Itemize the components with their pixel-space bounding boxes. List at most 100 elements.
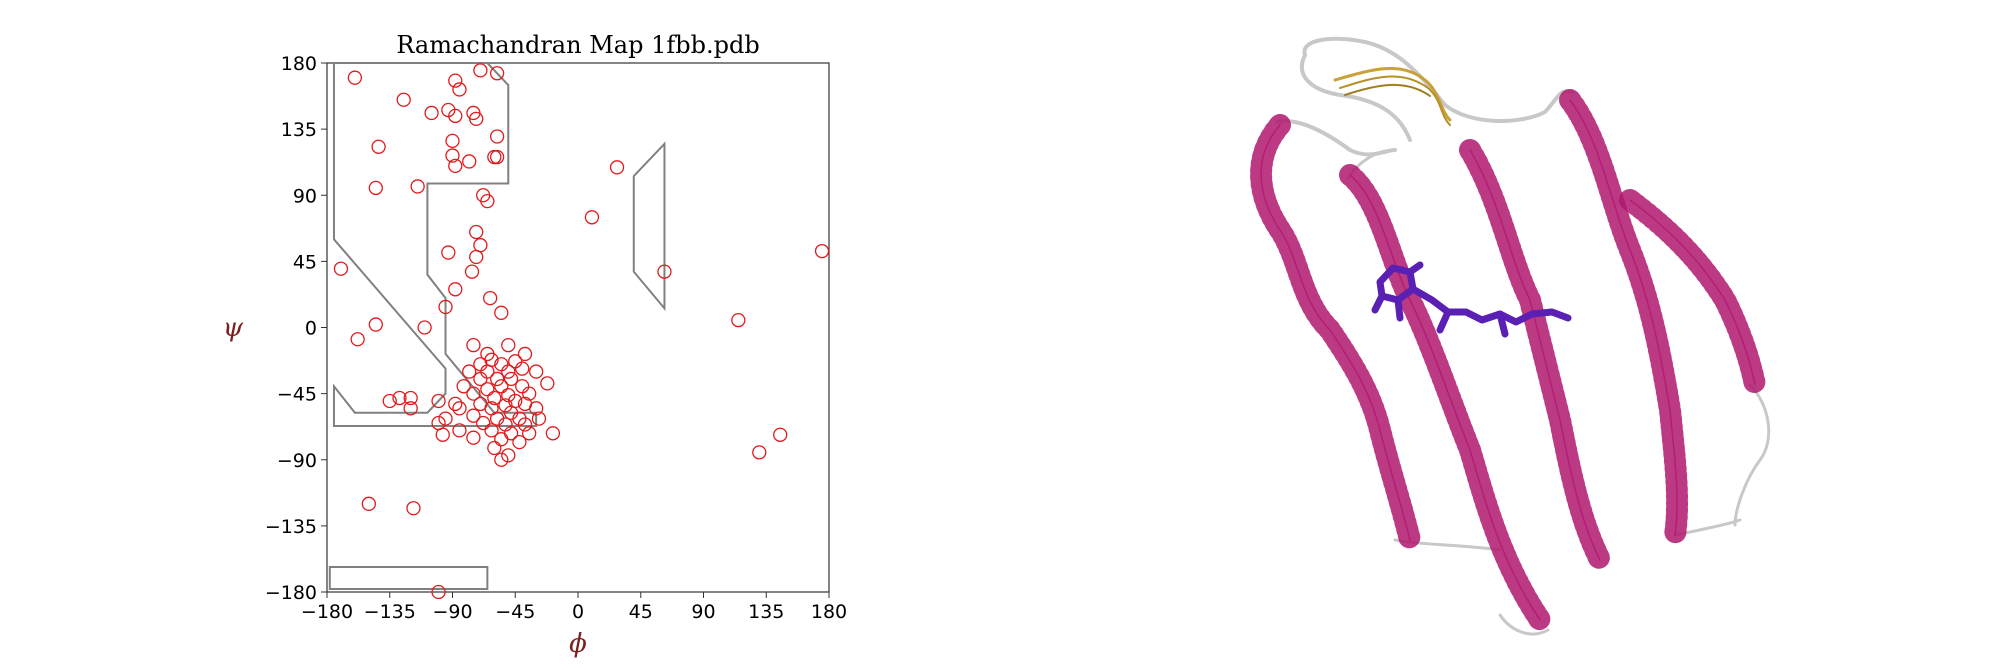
- data-point-33: [438, 299, 453, 315]
- data-point-27: [441, 245, 456, 260]
- data-point-97: [392, 390, 407, 406]
- data-point-90: [494, 452, 509, 467]
- data-point-103: [361, 496, 376, 511]
- data-point-32: [482, 290, 498, 306]
- data-point-65: [487, 390, 502, 406]
- data-point-52: [515, 361, 530, 376]
- data-point-24: [609, 160, 625, 175]
- data-point-49: [462, 364, 477, 379]
- data-point-44: [517, 346, 533, 362]
- data-point-37: [417, 320, 432, 335]
- data-point-68: [452, 401, 467, 416]
- data-point-71: [529, 401, 544, 416]
- data-point-29: [464, 264, 480, 279]
- data-point-35: [368, 317, 383, 332]
- helix-1-outline: [1260, 124, 1411, 541]
- loop-top: [1302, 36, 1574, 124]
- y-tick-label: −90: [277, 450, 317, 472]
- helix-2-outline: [1349, 174, 1541, 621]
- y-tick-label: 0: [305, 318, 317, 340]
- gold-loop-2: [1339, 75, 1451, 126]
- data-point-2: [448, 73, 463, 88]
- data-point-95: [448, 396, 463, 412]
- data-point-41: [466, 337, 481, 353]
- data-point-23: [584, 210, 600, 225]
- data-point-105: [431, 584, 446, 600]
- data-point-25: [469, 224, 484, 240]
- data-point-104: [406, 501, 421, 516]
- plot-frame: [326, 62, 830, 593]
- y-ticks: 180 135 90 45 0 −45 −90 −135 −180: [265, 53, 327, 604]
- data-point-78: [476, 415, 491, 431]
- helix-4: [1559, 89, 1689, 546]
- y-axis-label: ψ: [223, 313, 244, 343]
- data-point-99: [403, 401, 418, 416]
- chart-title: Ramachandran Map 1fbb.pdb: [396, 31, 759, 59]
- data-point-54: [489, 371, 505, 387]
- helix-5-outline: [1629, 199, 1756, 386]
- gold-loop-3: [1344, 83, 1431, 97]
- data-point-93: [435, 427, 450, 442]
- data-point-84: [545, 426, 561, 441]
- loop-top-2: [1299, 53, 1412, 142]
- data-point-96: [403, 390, 418, 406]
- data-point-15: [462, 154, 477, 169]
- y-tick-label: −135: [265, 516, 317, 538]
- allowed-region-left-handed: [632, 141, 666, 312]
- y-tick-label: 180: [281, 53, 317, 75]
- data-point-43: [501, 337, 516, 353]
- data-point-6: [424, 105, 439, 121]
- data-point-58: [540, 376, 555, 391]
- data-point-80: [517, 417, 533, 432]
- protein-ribbon-image: [1250, 36, 1771, 636]
- data-point-31: [448, 282, 463, 297]
- helix-4-outline: [1569, 99, 1678, 536]
- helix-3-outline: [1469, 149, 1601, 561]
- data-point-22: [480, 193, 495, 209]
- data-point-1: [396, 92, 411, 107]
- loop-left: [1276, 119, 1397, 157]
- x-tick-label: −180: [301, 601, 353, 623]
- data-point-34: [494, 305, 509, 320]
- data-point-69: [498, 398, 513, 413]
- helix-1: [1250, 114, 1421, 551]
- x-tick-label: 90: [691, 601, 715, 623]
- y-tick-label: 135: [281, 119, 317, 141]
- data-point-5: [452, 82, 467, 97]
- data-point-18: [448, 158, 463, 174]
- x-ticks: −180 −135 −90 −45 0 45 90 135 180: [301, 592, 847, 623]
- x-tick-label: −45: [495, 601, 535, 623]
- data-point-61: [480, 382, 495, 397]
- data-point-20: [410, 179, 425, 194]
- x-tick-label: 180: [811, 601, 847, 623]
- data-point-11: [489, 129, 505, 144]
- data-point-36: [731, 313, 746, 328]
- data-point-101: [773, 427, 788, 442]
- data-point-39: [814, 243, 830, 259]
- allowed-region-bottom: [328, 566, 489, 591]
- data-point-8: [448, 108, 463, 124]
- data-point-87: [512, 434, 527, 450]
- y-tick-label: 45: [293, 251, 317, 273]
- data-point-51: [501, 364, 516, 379]
- data-point-3: [473, 63, 488, 78]
- data-point-55: [473, 371, 488, 387]
- data-point-14: [445, 148, 460, 163]
- data-point-102: [752, 445, 767, 460]
- data-point-4: [489, 66, 505, 81]
- data-point-86: [494, 432, 509, 447]
- data-point-12: [445, 133, 460, 149]
- data-point-98: [382, 393, 397, 409]
- data-point-57: [503, 371, 519, 387]
- data-point-85: [466, 430, 481, 445]
- x-tick-label: 0: [572, 601, 584, 623]
- data-point-83: [522, 426, 537, 441]
- data-point-91: [452, 423, 467, 438]
- x-tick-label: 45: [629, 601, 653, 623]
- x-axis-label: ϕ: [569, 629, 587, 659]
- ramachandran-chart: −180 −135 −90 −45 0 45 90 135 180 180 135 90 45 0 −45…: [223, 31, 847, 659]
- data-point-56: [456, 379, 471, 394]
- y-tick-label: 90: [293, 185, 317, 207]
- data-point-17: [489, 149, 505, 165]
- data-point-10: [469, 111, 484, 126]
